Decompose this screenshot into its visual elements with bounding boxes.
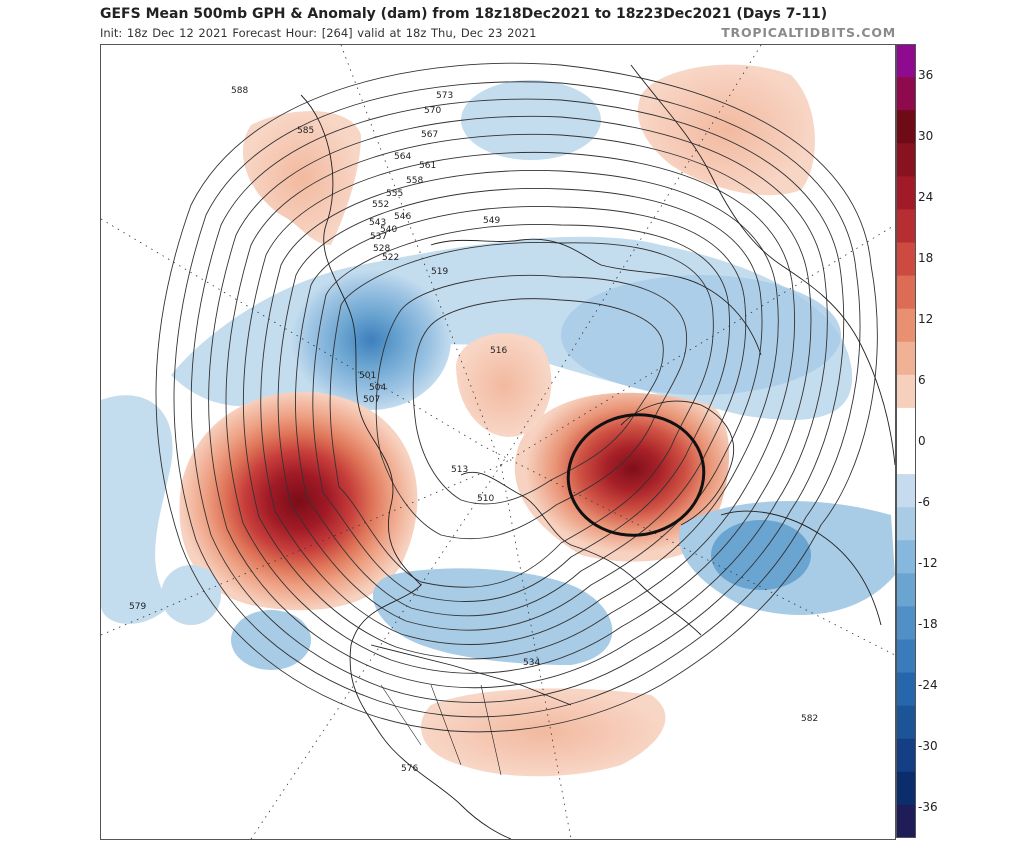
colorbar-tick: -24 — [918, 678, 938, 692]
ridge-anomaly-europe — [514, 392, 730, 562]
colorbar-tick: 36 — [918, 68, 934, 82]
colorbar-swatch — [896, 639, 916, 674]
colorbar-swatch — [896, 540, 916, 574]
map-title: GEFS Mean 500mb GPH & Anomaly (dam) from… — [100, 6, 828, 22]
contour-label: 567 — [421, 130, 438, 140]
coast-europe — [620, 400, 735, 526]
contour-label: 546 — [394, 212, 411, 222]
colorbar-tick: -6 — [918, 495, 930, 509]
contour-label: 570 — [424, 106, 441, 116]
colorbar-swatch — [896, 804, 916, 839]
brand-watermark: TROPICALTIDBITS.COM — [721, 25, 896, 40]
colorbar-swatch — [896, 341, 916, 376]
colorbar-tick: -36 — [918, 800, 938, 814]
coast-arctic — [430, 238, 762, 356]
contour-label: 558 — [406, 176, 423, 186]
graticule — [101, 45, 895, 839]
colorbar — [896, 44, 916, 839]
colorbar-tick: 0 — [918, 434, 926, 448]
colorbar-tick: 6 — [918, 373, 926, 387]
coast-asia — [630, 64, 895, 466]
contour-label: 519 — [431, 267, 448, 277]
colorbar-labels: 36 30 24 18 12 6 0 -6 -12 -18 -24 -30 -3… — [918, 44, 958, 838]
colorbar-swatch — [896, 606, 916, 640]
colorbar-tick: 30 — [918, 129, 934, 143]
colorbar-tick: -30 — [918, 739, 938, 753]
height-contours — [155, 62, 878, 733]
contour-label: 588 — [231, 86, 248, 96]
colorbar-swatch — [896, 507, 916, 541]
contour-label: 516 — [490, 346, 507, 356]
colorbar-swatch — [896, 209, 916, 243]
state-borders — [380, 684, 502, 776]
contour-label: 522 — [382, 253, 399, 263]
contour-label: 540 — [380, 225, 397, 235]
colorbar-swatch — [896, 705, 916, 740]
contour-label: 564 — [394, 152, 411, 162]
border-us — [370, 644, 572, 706]
contour-label: 528 — [373, 244, 390, 254]
contour-label: 537 — [370, 232, 387, 242]
colorbar-swatch — [896, 176, 916, 210]
coast-north-america — [300, 94, 512, 839]
contour-label: 552 — [372, 200, 389, 210]
colorbar-swatch — [896, 44, 916, 78]
colorbar-swatch — [896, 474, 916, 508]
colorbar-swatches — [896, 44, 916, 839]
colorbar-tick: 18 — [918, 251, 934, 265]
contour-label: 507 — [363, 395, 380, 405]
contour-label: 543 — [369, 218, 386, 228]
contour-label: 561 — [419, 161, 436, 171]
colorbar-swatch — [896, 573, 916, 607]
coastlines — [300, 64, 895, 839]
contour-labels: 588 585 573 570 567 564 561 558 555 552 … — [129, 86, 818, 774]
colorbar-border — [896, 44, 916, 838]
map-area: 588 585 573 570 567 564 561 558 555 552 … — [100, 44, 896, 840]
colorbar-swatch — [896, 275, 916, 310]
coast-africa — [720, 510, 882, 626]
colorbar-swatch — [896, 374, 916, 409]
coast-greenland — [460, 471, 702, 636]
colorbar-swatch — [896, 738, 916, 773]
contour-label: 534 — [523, 658, 540, 668]
colorbar-swatch — [896, 143, 916, 177]
colorbar-swatch — [896, 77, 916, 111]
contour-label: 579 — [129, 602, 146, 612]
colorbar-tick: -12 — [918, 556, 938, 570]
colorbar-swatch — [896, 110, 916, 144]
colorbar-swatch — [896, 441, 916, 475]
colorbar-swatch — [896, 242, 916, 277]
contour-label: 582 — [801, 714, 818, 724]
annotation-circle — [566, 413, 706, 537]
contour-label: 585 — [297, 126, 314, 136]
colorbar-swatch — [896, 771, 916, 806]
contour-label: 576 — [401, 764, 418, 774]
colorbar-tick: 12 — [918, 312, 934, 326]
contour-label: 573 — [436, 91, 453, 101]
contour-label: 555 — [386, 189, 403, 199]
colorbar-tick: -18 — [918, 617, 938, 631]
contour-label: 513 — [451, 465, 468, 475]
colorbar-tick: 24 — [918, 190, 934, 204]
colorbar-swatch — [896, 407, 916, 442]
map-subtitle: Init: 18z Dec 12 2021 Forecast Hour: [26… — [100, 26, 537, 40]
contour-label: 501 — [359, 371, 376, 381]
anomaly-layer — [101, 64, 895, 777]
map-svg: 588 585 573 570 567 564 561 558 555 552 … — [101, 45, 895, 839]
contour-label: 504 — [369, 383, 386, 393]
contour-label: 510 — [477, 494, 494, 504]
colorbar-swatch — [896, 672, 916, 707]
colorbar-swatch — [896, 308, 916, 343]
ridge-anomaly-pacific — [179, 391, 418, 611]
contour-label: 549 — [483, 216, 500, 226]
